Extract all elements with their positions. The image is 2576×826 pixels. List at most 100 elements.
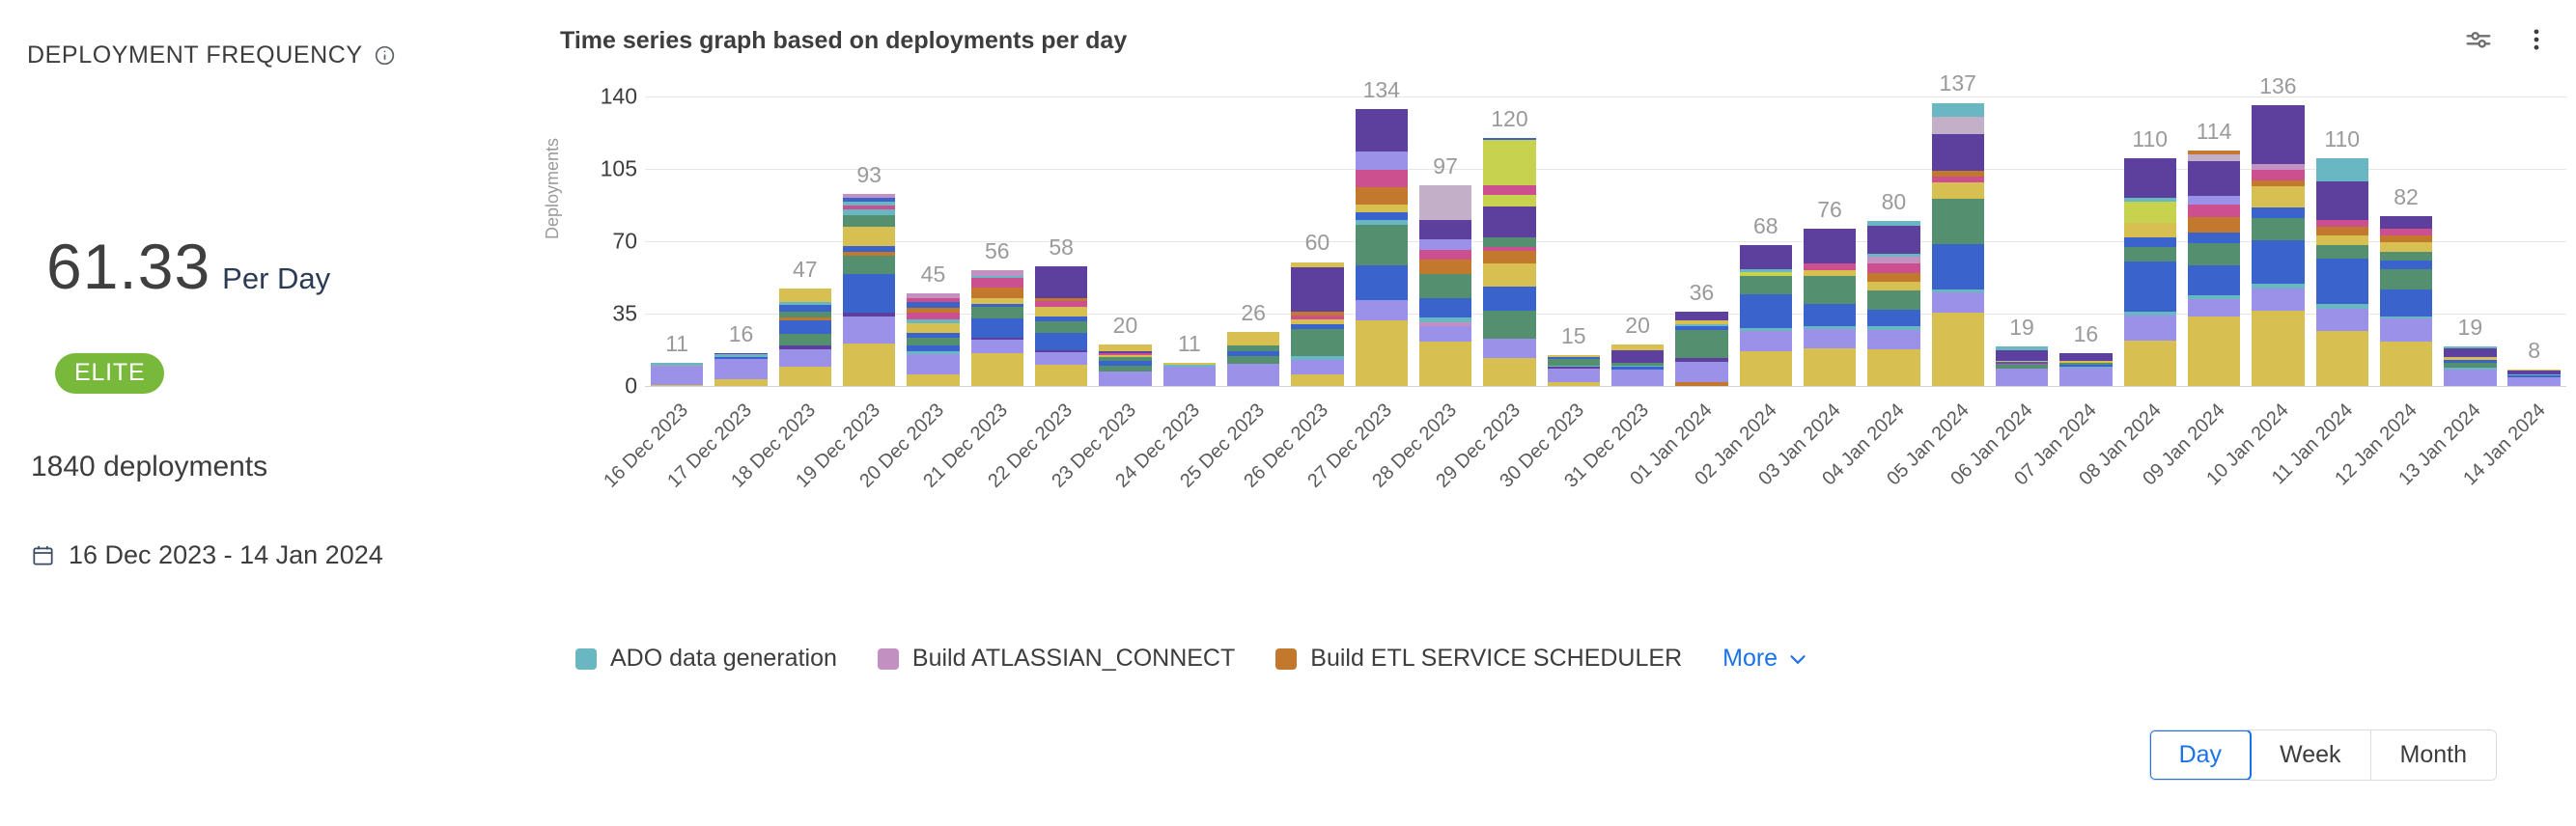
granularity-option-day[interactable]: Day	[2149, 730, 2253, 780]
bar-column[interactable]: 58	[1029, 96, 1093, 386]
bar-segment	[2507, 376, 2561, 386]
bar-segment	[1610, 344, 1665, 351]
bar-value-label: 114	[2196, 118, 2232, 144]
bar-column[interactable]: 16	[709, 96, 772, 386]
bar-column[interactable]: 56	[966, 96, 1029, 386]
stacked-bar[interactable]	[1226, 332, 1280, 386]
bar-column[interactable]: 97	[1414, 96, 1477, 386]
granularity-option-month[interactable]: Month	[2370, 730, 2496, 780]
bar-column[interactable]: 19	[1990, 96, 2054, 386]
bar-column[interactable]: 15	[1542, 96, 1606, 386]
legend-item[interactable]: ADO data generation	[575, 645, 837, 673]
calendar-icon	[31, 543, 55, 567]
bar-segment	[907, 354, 960, 375]
stacked-bar[interactable]	[1355, 108, 1408, 386]
bar-column[interactable]: 136	[2246, 73, 2310, 386]
bar-column[interactable]: 110	[2118, 96, 2182, 386]
stacked-bar[interactable]	[2252, 104, 2305, 386]
bar-segment	[2379, 241, 2433, 253]
stacked-bar[interactable]	[1867, 220, 1920, 386]
bar-column[interactable]: 76	[1798, 96, 1862, 386]
stacked-bar[interactable]	[2444, 346, 2497, 386]
stacked-bar[interactable]	[907, 292, 960, 386]
bar-column[interactable]: 82	[2374, 96, 2438, 386]
stacked-bar[interactable]	[714, 352, 768, 386]
bar-segment	[714, 356, 768, 359]
stacked-bar[interactable]	[1291, 262, 1344, 386]
bar-column[interactable]: 20	[1606, 96, 1669, 386]
bar-column[interactable]: 36	[1669, 96, 1733, 386]
bar-column[interactable]: 60	[1285, 96, 1349, 386]
bar-column[interactable]: 134	[1350, 77, 1414, 386]
bar-column[interactable]: 20	[1093, 96, 1157, 386]
bar-segment	[1803, 269, 1857, 277]
stacked-bar[interactable]	[778, 289, 831, 386]
bar-column[interactable]: 8	[2503, 96, 2566, 386]
granularity-option-week[interactable]: Week	[2251, 730, 2371, 780]
stacked-bar[interactable]	[1099, 344, 1152, 386]
bar-segment	[1867, 273, 1920, 283]
metric-value: 61.33	[46, 231, 211, 302]
stacked-bar[interactable]	[842, 193, 896, 386]
bar-column[interactable]: 110	[2310, 96, 2374, 386]
bar-segment	[2059, 368, 2113, 386]
stacked-bar[interactable]	[2315, 158, 2368, 386]
stacked-bar[interactable]	[2059, 352, 2113, 386]
bar-column[interactable]: 16	[2054, 96, 2117, 386]
bar-column[interactable]: 114	[2182, 96, 2246, 386]
bar-segment	[1355, 219, 1408, 225]
bar-segment	[907, 318, 960, 324]
bar-segment	[1483, 140, 1536, 179]
bar-column[interactable]: 93	[837, 96, 901, 386]
bar-segment	[1418, 185, 1472, 220]
bar-segment	[2315, 219, 2368, 228]
bar-column[interactable]: 11	[1158, 96, 1221, 386]
info-icon[interactable]	[374, 44, 396, 67]
stacked-bar[interactable]	[1034, 265, 1088, 386]
stacked-bar[interactable]	[1547, 354, 1600, 386]
bar-segment	[2123, 202, 2176, 223]
stacked-bar[interactable]	[1675, 311, 1728, 386]
bar-segment	[1547, 366, 1600, 369]
stacked-bar[interactable]	[1162, 363, 1216, 386]
stacked-bar[interactable]	[1931, 102, 1984, 386]
bar-column[interactable]: 80	[1862, 96, 1925, 386]
bar-column[interactable]: 68	[1734, 96, 1798, 386]
bar-column[interactable]: 26	[1221, 96, 1285, 386]
stacked-bar[interactable]	[1483, 138, 1536, 386]
bar-segment	[1867, 225, 1920, 254]
bar-value-label: 16	[728, 320, 754, 346]
stacked-bar[interactable]	[2123, 158, 2176, 386]
stacked-bar[interactable]	[1995, 346, 2049, 386]
bar-segment	[1226, 363, 1280, 386]
bar-segment	[1803, 326, 1857, 330]
bar-segment	[1483, 262, 1536, 288]
legend-item[interactable]: Build ETL SERVICE SCHEDULER	[1275, 645, 1682, 673]
date-range-row[interactable]: 16 Dec 2023 - 14 Jan 2024	[31, 540, 383, 570]
legend-more-button[interactable]: More	[1722, 645, 1810, 673]
more-vertical-icon[interactable]	[2520, 23, 2553, 56]
bar-value-label: 26	[1241, 300, 1266, 326]
bar-column[interactable]: 120	[1477, 96, 1541, 386]
stacked-bar[interactable]	[2187, 150, 2241, 386]
bar-column[interactable]: 137	[1926, 70, 1990, 386]
stacked-bar[interactable]	[1739, 245, 1792, 386]
stacked-bar[interactable]	[1610, 344, 1665, 386]
bar-segment	[1995, 362, 2049, 364]
bar-value-label: 56	[985, 238, 1010, 263]
stacked-bar[interactable]	[2379, 216, 2433, 386]
stacked-bar[interactable]	[970, 270, 1023, 386]
stacked-bar[interactable]	[650, 363, 704, 386]
bar-segment	[1034, 352, 1088, 365]
stacked-bar[interactable]	[1803, 229, 1857, 386]
bar-column[interactable]: 11	[645, 96, 709, 386]
stacked-bar[interactable]	[1418, 185, 1472, 386]
sliders-icon[interactable]	[2462, 23, 2495, 56]
bar-column[interactable]: 45	[901, 96, 965, 386]
bar-segment	[2187, 294, 2241, 300]
legend-item[interactable]: Build ATLASSIAN_CONNECT	[877, 645, 1235, 673]
bar-segment	[1610, 367, 1665, 370]
bar-column[interactable]: 47	[773, 96, 837, 386]
stacked-bar[interactable]	[2507, 369, 2561, 386]
bar-column[interactable]: 19	[2438, 96, 2502, 386]
